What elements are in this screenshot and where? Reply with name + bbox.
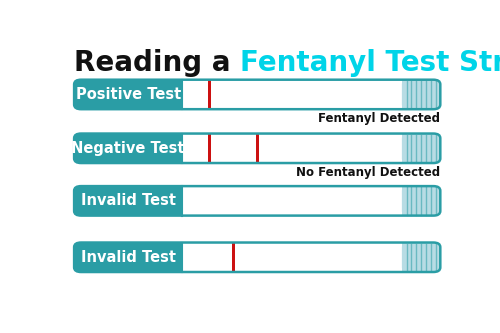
Bar bbox=[175, 80, 182, 109]
FancyBboxPatch shape bbox=[74, 242, 182, 272]
Text: Reading a: Reading a bbox=[74, 49, 240, 77]
Bar bbox=[402, 186, 409, 215]
Text: Invalid Test: Invalid Test bbox=[80, 193, 176, 208]
Bar bbox=[81, 80, 182, 109]
FancyBboxPatch shape bbox=[402, 80, 440, 109]
Bar bbox=[256, 134, 258, 163]
Bar bbox=[182, 134, 402, 163]
FancyBboxPatch shape bbox=[74, 186, 440, 215]
Bar bbox=[402, 186, 434, 215]
FancyBboxPatch shape bbox=[74, 134, 182, 163]
FancyBboxPatch shape bbox=[74, 242, 440, 272]
Text: Negative Test: Negative Test bbox=[72, 141, 185, 156]
Bar bbox=[175, 186, 182, 215]
Bar bbox=[208, 80, 211, 109]
FancyBboxPatch shape bbox=[402, 186, 440, 215]
FancyBboxPatch shape bbox=[74, 80, 440, 109]
FancyBboxPatch shape bbox=[74, 134, 440, 163]
Bar bbox=[175, 242, 182, 272]
Text: Invalid Test: Invalid Test bbox=[80, 250, 176, 265]
FancyBboxPatch shape bbox=[74, 186, 182, 215]
Bar bbox=[208, 134, 211, 163]
Bar bbox=[402, 242, 434, 272]
Bar bbox=[81, 242, 182, 272]
Text: Fentanyl Test Strip: Fentanyl Test Strip bbox=[240, 49, 500, 77]
Bar bbox=[402, 134, 409, 163]
Bar bbox=[402, 242, 409, 272]
FancyBboxPatch shape bbox=[402, 242, 440, 272]
Bar bbox=[175, 134, 182, 163]
Bar bbox=[402, 134, 434, 163]
Bar bbox=[182, 80, 402, 109]
Text: No Fentanyl Detected: No Fentanyl Detected bbox=[296, 166, 440, 179]
Bar bbox=[232, 242, 235, 272]
Bar bbox=[182, 242, 402, 272]
Text: Positive Test: Positive Test bbox=[76, 87, 181, 102]
FancyBboxPatch shape bbox=[74, 80, 182, 109]
Bar bbox=[402, 80, 409, 109]
FancyBboxPatch shape bbox=[402, 134, 440, 163]
Bar bbox=[182, 186, 402, 215]
Bar bbox=[81, 186, 182, 215]
Bar bbox=[81, 134, 182, 163]
Text: Fentanyl Detected: Fentanyl Detected bbox=[318, 112, 440, 125]
Bar bbox=[402, 80, 434, 109]
